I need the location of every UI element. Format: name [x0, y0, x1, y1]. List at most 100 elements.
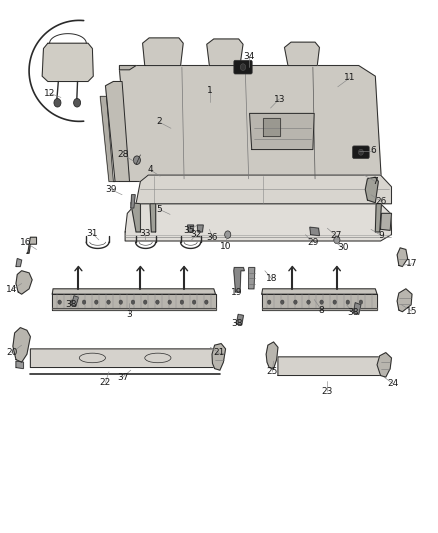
Polygon shape [30, 349, 220, 368]
Text: 14: 14 [6, 285, 17, 294]
Polygon shape [377, 353, 392, 377]
Polygon shape [397, 289, 412, 312]
Circle shape [134, 156, 141, 165]
Circle shape [225, 231, 231, 238]
Text: 8: 8 [319, 305, 325, 314]
Text: 38: 38 [65, 300, 76, 309]
Text: 38: 38 [348, 308, 359, 317]
Text: 3: 3 [127, 310, 132, 319]
Text: 35: 35 [184, 226, 195, 235]
Circle shape [54, 99, 61, 107]
Circle shape [240, 64, 246, 70]
Polygon shape [381, 213, 392, 230]
Polygon shape [13, 328, 30, 362]
Text: 23: 23 [321, 387, 333, 396]
Polygon shape [131, 195, 135, 208]
Polygon shape [397, 248, 408, 266]
Polygon shape [120, 66, 381, 181]
Circle shape [70, 300, 74, 304]
Text: 9: 9 [378, 231, 384, 240]
Polygon shape [262, 289, 377, 294]
Polygon shape [16, 271, 32, 294]
Text: 19: 19 [231, 287, 242, 296]
Text: 37: 37 [117, 373, 129, 382]
FancyBboxPatch shape [234, 60, 252, 74]
Text: 16: 16 [20, 238, 32, 247]
Text: 15: 15 [406, 306, 418, 316]
FancyBboxPatch shape [353, 146, 369, 158]
Text: 13: 13 [273, 94, 285, 103]
Polygon shape [125, 204, 392, 241]
Text: 29: 29 [307, 238, 318, 247]
Polygon shape [237, 314, 244, 325]
Polygon shape [266, 342, 278, 368]
Polygon shape [278, 357, 385, 375]
Polygon shape [150, 204, 155, 232]
Polygon shape [52, 289, 215, 294]
Circle shape [320, 300, 323, 304]
Circle shape [82, 300, 86, 304]
Circle shape [307, 300, 310, 304]
Text: 27: 27 [330, 231, 342, 240]
Text: 24: 24 [387, 379, 399, 388]
Circle shape [180, 300, 184, 304]
Polygon shape [136, 175, 392, 204]
Polygon shape [131, 203, 141, 232]
Circle shape [333, 300, 336, 304]
Circle shape [119, 300, 123, 304]
Text: 33: 33 [139, 229, 151, 238]
Text: 38: 38 [232, 319, 243, 328]
Polygon shape [249, 268, 255, 289]
Circle shape [205, 300, 208, 304]
Polygon shape [71, 296, 78, 306]
Polygon shape [16, 361, 23, 368]
Polygon shape [365, 177, 378, 203]
Text: 10: 10 [220, 242, 232, 251]
Text: 6: 6 [371, 146, 376, 155]
Text: 32: 32 [191, 230, 202, 239]
Polygon shape [212, 344, 226, 370]
Text: 26: 26 [376, 197, 387, 206]
Circle shape [192, 300, 196, 304]
Polygon shape [16, 259, 21, 266]
Polygon shape [52, 294, 215, 308]
Text: 36: 36 [207, 233, 218, 242]
Circle shape [293, 300, 297, 304]
Circle shape [268, 300, 271, 304]
Circle shape [95, 300, 98, 304]
Text: 25: 25 [267, 367, 278, 376]
Polygon shape [207, 39, 243, 66]
Circle shape [144, 300, 147, 304]
Text: 12: 12 [44, 88, 55, 98]
Polygon shape [250, 114, 314, 150]
Polygon shape [52, 308, 215, 310]
Polygon shape [197, 225, 203, 232]
Polygon shape [100, 96, 115, 181]
Polygon shape [27, 237, 36, 253]
Polygon shape [143, 38, 183, 66]
Circle shape [346, 300, 350, 304]
Circle shape [359, 300, 363, 304]
Circle shape [168, 300, 171, 304]
Text: 17: 17 [406, 260, 418, 268]
Text: 4: 4 [147, 165, 153, 174]
Circle shape [358, 149, 364, 155]
Text: 30: 30 [338, 244, 349, 253]
Circle shape [107, 300, 110, 304]
Circle shape [74, 99, 81, 107]
Polygon shape [310, 227, 319, 236]
Polygon shape [285, 42, 319, 66]
Polygon shape [263, 118, 280, 136]
Text: 39: 39 [105, 185, 117, 194]
Text: 11: 11 [344, 73, 356, 82]
Text: 22: 22 [100, 378, 111, 387]
Circle shape [281, 300, 284, 304]
Polygon shape [187, 225, 194, 232]
Text: 34: 34 [243, 52, 254, 61]
Text: 21: 21 [213, 348, 225, 357]
Text: 7: 7 [372, 177, 378, 186]
Polygon shape [262, 294, 377, 308]
Text: 20: 20 [6, 348, 17, 357]
Text: 31: 31 [87, 229, 98, 238]
Text: 5: 5 [156, 205, 162, 214]
